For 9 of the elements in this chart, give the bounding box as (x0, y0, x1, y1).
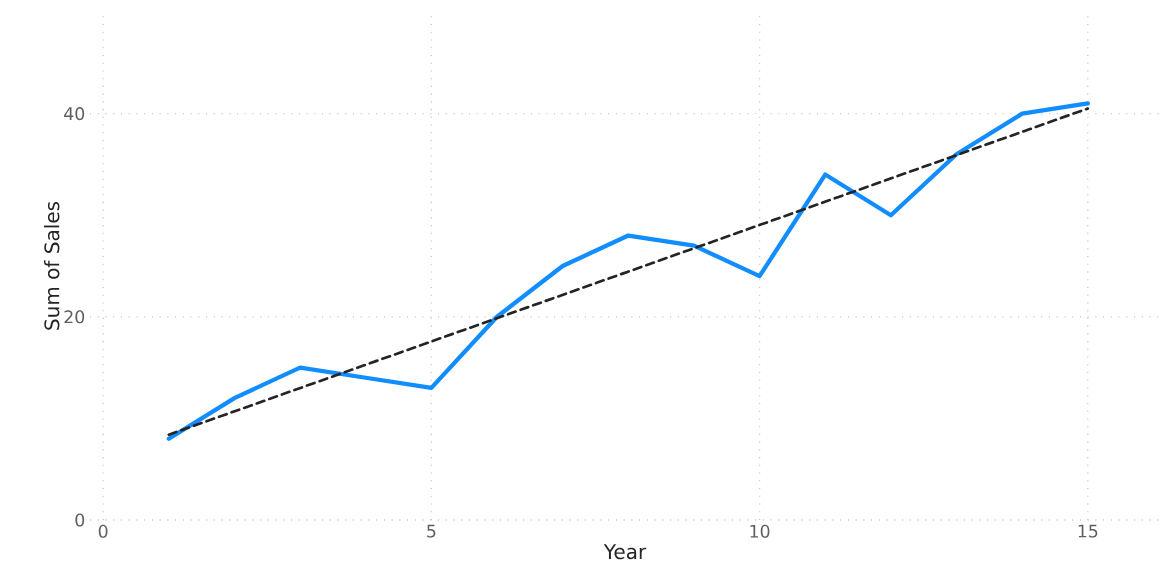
y-axis-title: Sum of Sales (43, 201, 60, 330)
y-tick-label: 0 (75, 513, 85, 527)
x-tick-label: 5 (427, 524, 436, 538)
x-axis-title: Year (603, 544, 647, 560)
x-tick-label: 15 (1078, 524, 1098, 538)
x-tick-label: 0 (98, 524, 108, 538)
x-tick-label: 10 (750, 524, 770, 538)
y-tick-label: 20 (64, 310, 85, 324)
y-tick-label: 40 (64, 107, 85, 121)
